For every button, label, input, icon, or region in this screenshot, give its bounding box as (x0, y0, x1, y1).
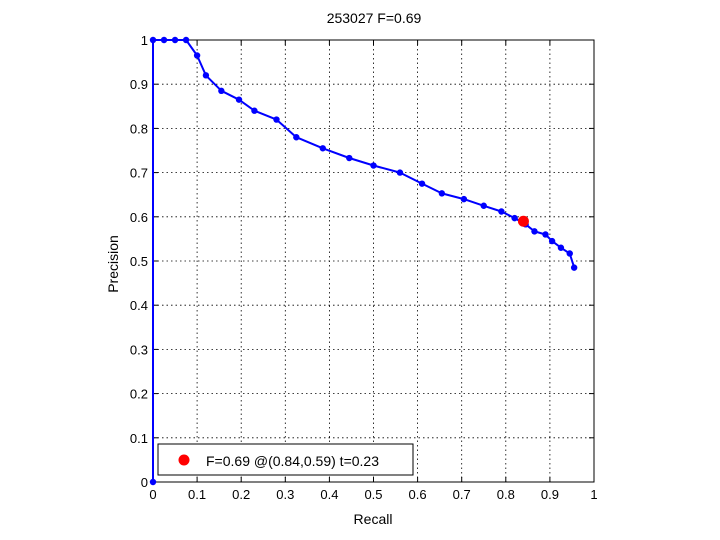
best-f-point (517, 215, 529, 227)
data-point (438, 190, 446, 197)
x-tick-label: 0.6 (409, 487, 427, 502)
y-tick-label: 0 (141, 475, 148, 490)
y-tick-label: 0.3 (130, 342, 148, 357)
data-point (171, 36, 179, 44)
data-point (251, 107, 258, 114)
data-point (193, 52, 201, 59)
data-point (319, 145, 326, 152)
x-axis-label: Recall (354, 511, 393, 527)
data-point (566, 250, 573, 257)
legend-box (157, 443, 414, 476)
data-point (480, 202, 487, 209)
y-tick-label: 0.4 (130, 298, 148, 313)
y-tick-label: 0.1 (130, 431, 148, 446)
y-tick-label: 0.9 (130, 77, 148, 92)
x-tick-label: 0.7 (453, 487, 471, 502)
y-tick-label: 0.5 (130, 254, 148, 269)
data-point (396, 169, 404, 176)
x-tick-label: 1 (590, 487, 597, 502)
y-axis-label: Precision (105, 235, 121, 293)
y-tick-label: 0.8 (130, 121, 148, 136)
y-tick-label: 0.2 (130, 387, 148, 402)
data-point (557, 244, 565, 251)
series-group (149, 36, 578, 486)
data-point (149, 36, 157, 44)
data-point (218, 87, 225, 95)
data-point (293, 134, 300, 141)
chart-title: 253027 F=0.69 (327, 10, 422, 26)
data-point (160, 36, 168, 44)
y-tick-label: 0.7 (130, 166, 148, 181)
x-tick-label: 0.3 (276, 487, 294, 502)
x-tick-label: 0.8 (497, 487, 515, 502)
data-point (460, 195, 468, 203)
x-tick-label: 0.2 (232, 487, 250, 502)
data-point (202, 72, 210, 79)
legend: F=0.69 @(0.84,0.59) t=0.23 (157, 443, 414, 476)
data-point (531, 228, 538, 235)
legend-label: F=0.69 @(0.84,0.59) t=0.23 (206, 453, 379, 469)
data-point (548, 237, 556, 245)
legend-marker-icon (178, 454, 190, 466)
x-tick-label: 0.1 (188, 487, 206, 502)
data-point (498, 208, 505, 215)
x-tick-label: 0.5 (364, 487, 382, 502)
data-point (370, 162, 377, 169)
y-tick-label: 1 (141, 33, 148, 48)
data-point (273, 116, 280, 123)
data-point (542, 231, 549, 238)
data-point (346, 154, 353, 162)
data-point (182, 36, 190, 44)
x-tick-label: 0.9 (541, 487, 559, 502)
data-point (570, 264, 578, 271)
y-tick-label: 0.6 (130, 210, 148, 225)
x-tick-label: 0.4 (320, 487, 338, 502)
data-point (235, 96, 243, 103)
data-point (418, 180, 426, 187)
data-point (511, 214, 518, 222)
x-tick-label: 0 (149, 487, 156, 502)
axis-ticks: 0 0.1 0.2 0.3 0.4 0.5 0.6 0.7 0.8 0.9 1 0 0.1 0.2 0.3 0… (130, 33, 598, 502)
data-point (149, 478, 157, 486)
grid-lines (153, 40, 594, 482)
